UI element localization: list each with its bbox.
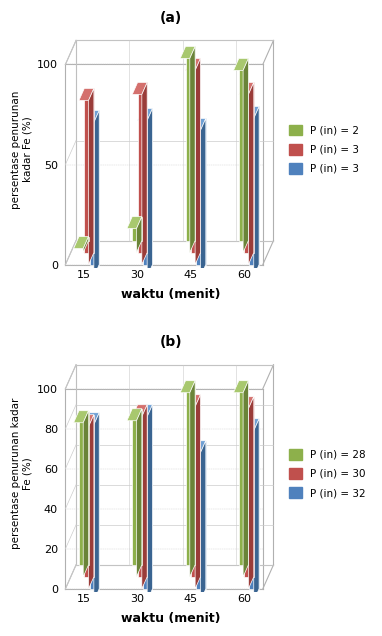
- Polygon shape: [89, 415, 94, 589]
- Polygon shape: [136, 409, 142, 577]
- Polygon shape: [233, 381, 248, 392]
- Polygon shape: [239, 59, 248, 240]
- Polygon shape: [191, 59, 201, 252]
- Y-axis label: persentase penurunan kadar
Fe (%): persentase penurunan kadar Fe (%): [11, 398, 33, 550]
- Polygon shape: [239, 83, 254, 95]
- Polygon shape: [244, 397, 254, 577]
- Polygon shape: [79, 88, 94, 100]
- Polygon shape: [94, 413, 99, 601]
- Legend: P (in) = 2, P (in) = 3, P (in) = 3: P (in) = 2, P (in) = 3, P (in) = 3: [284, 120, 364, 179]
- Polygon shape: [254, 106, 259, 277]
- Text: 30: 30: [131, 270, 144, 280]
- Polygon shape: [138, 404, 152, 417]
- Polygon shape: [254, 418, 259, 601]
- Polygon shape: [90, 413, 99, 589]
- Polygon shape: [84, 111, 99, 123]
- Polygon shape: [138, 109, 152, 120]
- Polygon shape: [127, 409, 142, 421]
- Polygon shape: [147, 404, 152, 601]
- Polygon shape: [196, 441, 206, 589]
- Title: (b): (b): [159, 335, 182, 349]
- Polygon shape: [89, 88, 94, 265]
- Polygon shape: [239, 397, 254, 409]
- Polygon shape: [186, 381, 195, 565]
- Polygon shape: [233, 59, 248, 71]
- Text: 15: 15: [77, 270, 91, 280]
- Polygon shape: [127, 217, 142, 228]
- Polygon shape: [244, 83, 254, 252]
- Polygon shape: [191, 441, 206, 453]
- Polygon shape: [244, 418, 259, 431]
- Polygon shape: [138, 404, 147, 577]
- Text: 60: 60: [237, 594, 251, 604]
- Polygon shape: [243, 381, 248, 577]
- Polygon shape: [143, 404, 152, 589]
- Polygon shape: [195, 59, 201, 265]
- Polygon shape: [196, 118, 206, 265]
- Text: 45: 45: [184, 594, 198, 604]
- Polygon shape: [195, 395, 201, 589]
- Polygon shape: [79, 411, 89, 565]
- X-axis label: waktu (menit): waktu (menit): [121, 287, 220, 301]
- Polygon shape: [83, 411, 89, 577]
- Polygon shape: [83, 237, 89, 252]
- Polygon shape: [84, 88, 94, 252]
- Polygon shape: [79, 415, 94, 427]
- X-axis label: waktu (menit): waktu (menit): [121, 612, 220, 625]
- Legend: P (in) = 28, P (in) = 30, P (in) = 32: P (in) = 28, P (in) = 30, P (in) = 32: [284, 444, 371, 503]
- Y-axis label: persentase penurunan
kadar Fe (%): persentase penurunan kadar Fe (%): [11, 90, 33, 209]
- Polygon shape: [136, 217, 142, 252]
- Polygon shape: [201, 441, 206, 601]
- Polygon shape: [132, 409, 142, 565]
- Text: 15: 15: [77, 594, 91, 604]
- Polygon shape: [239, 381, 248, 565]
- Polygon shape: [84, 415, 94, 577]
- Polygon shape: [248, 397, 254, 589]
- Polygon shape: [186, 46, 195, 240]
- Text: 45: 45: [184, 270, 198, 280]
- Polygon shape: [142, 404, 147, 589]
- Polygon shape: [243, 59, 248, 252]
- Polygon shape: [186, 395, 201, 407]
- Polygon shape: [190, 381, 195, 577]
- Polygon shape: [143, 109, 152, 265]
- Title: (a): (a): [160, 11, 182, 25]
- Polygon shape: [186, 59, 201, 71]
- Polygon shape: [147, 109, 152, 277]
- Polygon shape: [132, 83, 147, 95]
- Polygon shape: [244, 106, 259, 118]
- Polygon shape: [90, 111, 99, 265]
- Polygon shape: [84, 413, 99, 425]
- Polygon shape: [94, 111, 99, 277]
- Polygon shape: [74, 411, 89, 423]
- Polygon shape: [190, 46, 195, 252]
- Polygon shape: [180, 46, 195, 59]
- Text: 60: 60: [237, 270, 251, 280]
- Polygon shape: [74, 237, 89, 249]
- Polygon shape: [138, 83, 147, 252]
- Polygon shape: [201, 118, 206, 277]
- Polygon shape: [249, 418, 259, 589]
- Polygon shape: [249, 106, 259, 265]
- Polygon shape: [191, 118, 206, 130]
- Polygon shape: [142, 83, 147, 265]
- Text: 30: 30: [131, 594, 144, 604]
- Polygon shape: [79, 237, 89, 240]
- Polygon shape: [132, 217, 142, 240]
- Polygon shape: [248, 83, 254, 265]
- Polygon shape: [132, 404, 147, 417]
- Polygon shape: [180, 381, 195, 392]
- Polygon shape: [191, 395, 201, 577]
